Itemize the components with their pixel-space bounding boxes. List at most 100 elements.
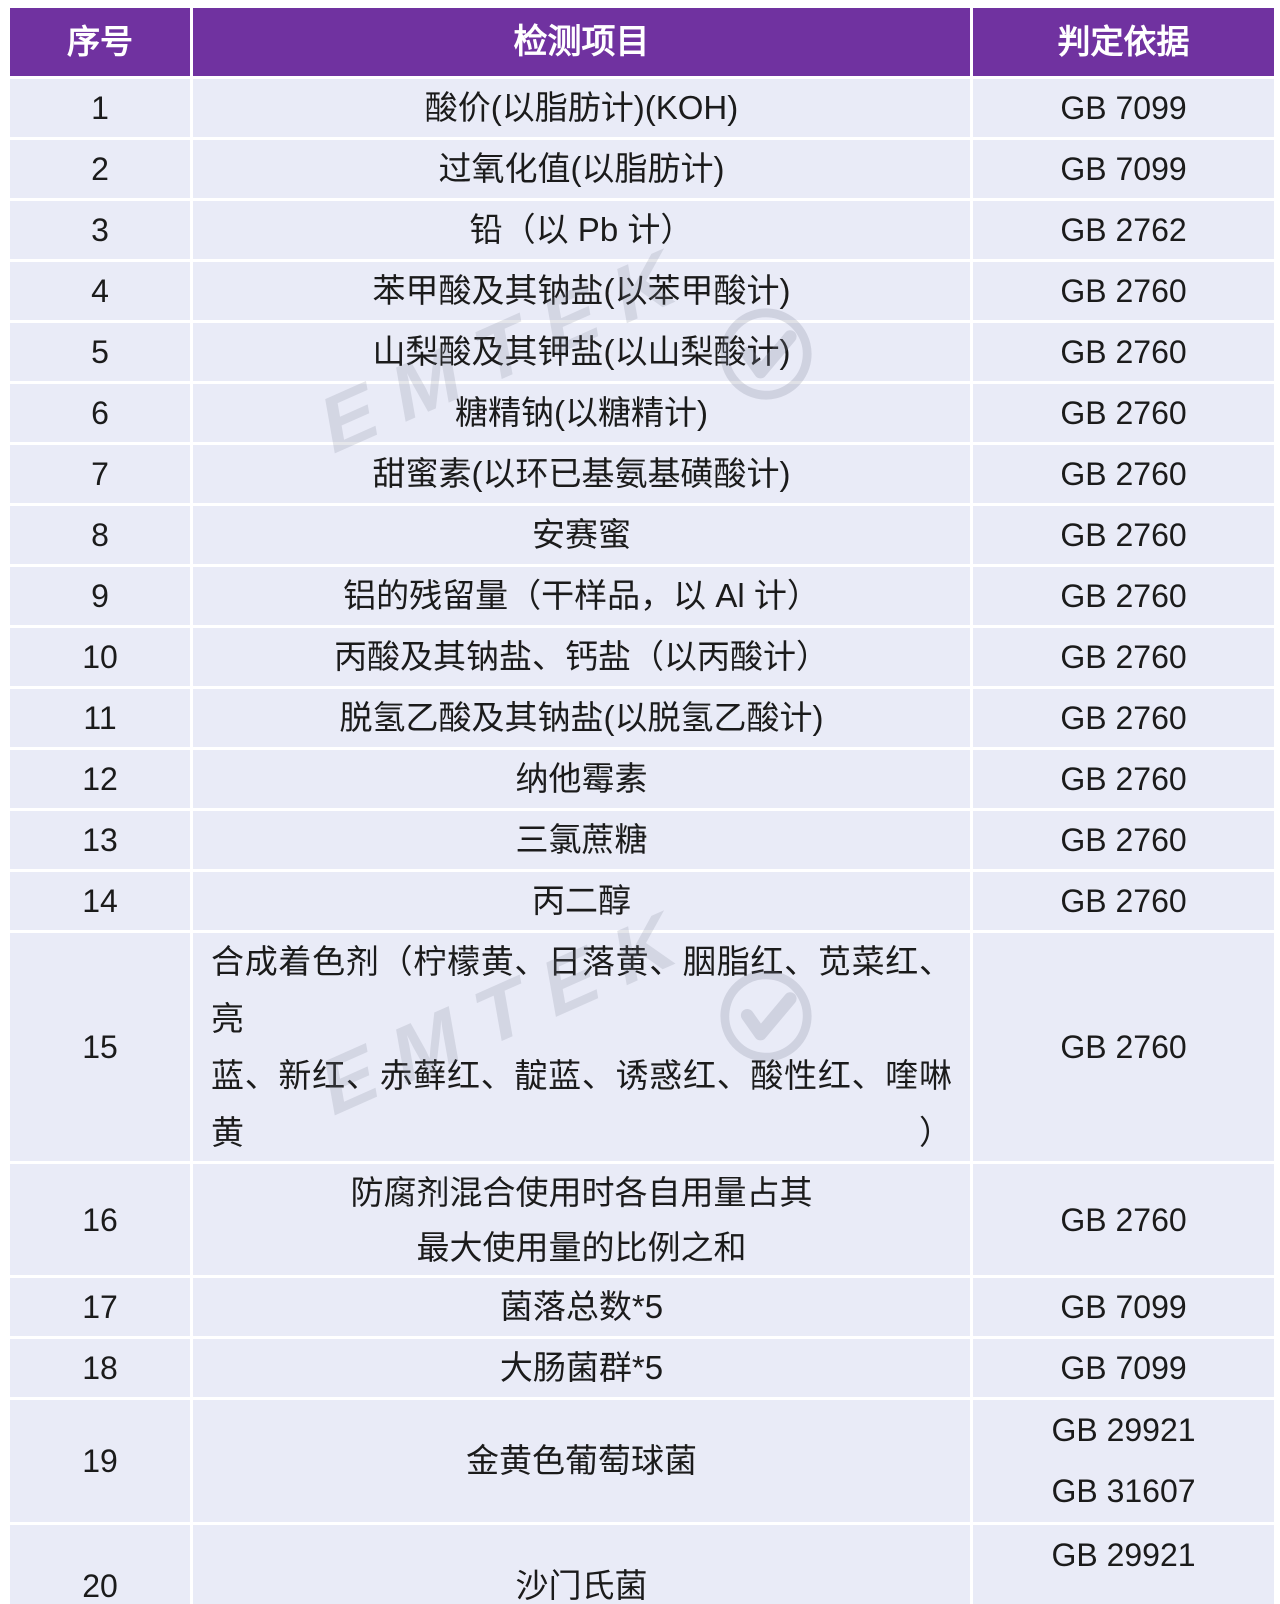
cell-item-line: 防腐剂混合使用时各自用量占其 [350, 1173, 813, 1211]
table-row: 20 沙门氏菌 GB 29921 GB 31607 [10, 1525, 1274, 1604]
cell-basis: GB 7099 [973, 1339, 1274, 1397]
cell-seq: 3 [10, 201, 190, 259]
cell-item-line: 脱氢乙酸及其钠盐(以脱氢乙酸计) [339, 699, 824, 736]
cell-item-line: 铝的残留量（干样品，以 Al 计） [343, 577, 820, 614]
cell-basis-line: GB 7099 [1060, 151, 1187, 187]
inspection-items-table: 序号 检测项目 判定依据 1 酸价(以脂肪计)(KOH) GB 7099 2 过氧化值(… [10, 8, 1274, 1604]
cell-basis-line: GB 7099 [1060, 1350, 1187, 1386]
cell-seq-line: 13 [82, 822, 118, 858]
cell-seq: 19 [10, 1400, 190, 1522]
table-row: 13 三氯蔗糖 GB 2760 [10, 811, 1274, 869]
cell-basis: GB 7099 [973, 1278, 1274, 1336]
cell-basis-line: GB 7099 [1060, 90, 1187, 126]
table-row: 15 合成着色剂（柠檬黄、日落黄、胭脂红、苋菜红、亮 蓝、新红、赤藓红、靛蓝、诱惑红… [10, 933, 1274, 1161]
header-label-item: 检测项目 [513, 23, 650, 61]
table-row: 17 菌落总数*5 GB 7099 [10, 1278, 1274, 1336]
cell-item-line: 三氯蔗糖 [515, 821, 648, 858]
cell-basis: GB 2760 [973, 445, 1274, 503]
cell-basis: GB 2760 [973, 262, 1274, 320]
table-row: 12 纳他霉素 GB 2760 [10, 750, 1274, 808]
cell-item: 山梨酸及其钾盐(以山梨酸计) [193, 323, 970, 381]
cell-basis-line: GB 2760 [1060, 273, 1187, 309]
cell-item-line: 最大使用量的比例之和 [416, 1228, 747, 1266]
cell-item-line: 过氧化值(以脂肪计) [438, 150, 725, 187]
cell-item: 糖精钠(以糖精计) [193, 384, 970, 442]
header-label-seq: 序号 [67, 23, 133, 60]
table-row: 3 铅（以 Pb 计） GB 2762 [10, 201, 1274, 259]
cell-seq: 6 [10, 384, 190, 442]
cell-seq-line: 7 [91, 456, 109, 492]
cell-basis: GB 2760 [973, 750, 1274, 808]
cell-seq: 7 [10, 445, 190, 503]
cell-seq: 13 [10, 811, 190, 869]
cell-basis: GB 29921 GB 31607 [973, 1525, 1274, 1604]
table-row: 2 过氧化值(以脂肪计) GB 7099 [10, 140, 1274, 198]
cell-seq-line: 2 [91, 151, 109, 187]
cell-seq-line: 8 [91, 517, 109, 553]
cell-seq-line: 19 [82, 1443, 118, 1479]
table-row: 1 酸价(以脂肪计)(KOH) GB 7099 [10, 79, 1274, 137]
cell-basis-line: GB 31607 [973, 1586, 1274, 1604]
cell-seq: 12 [10, 750, 190, 808]
cell-item: 脱氢乙酸及其钠盐(以脱氢乙酸计) [193, 689, 970, 747]
table-row: 5 山梨酸及其钾盐(以山梨酸计) GB 2760 [10, 323, 1274, 381]
cell-item-line: 大肠菌群*5 [499, 1349, 664, 1386]
cell-seq-line: 1 [91, 90, 109, 126]
cell-seq: 11 [10, 689, 190, 747]
cell-basis-line: GB 2760 [1060, 395, 1187, 431]
cell-basis: GB 2760 [973, 384, 1274, 442]
cell-seq: 15 [10, 933, 190, 1161]
cell-item: 过氧化值(以脂肪计) [193, 140, 970, 198]
cell-seq: 1 [10, 79, 190, 137]
cell-item-line: 铅（以 Pb 计） [469, 211, 694, 248]
cell-seq: 17 [10, 1278, 190, 1336]
cell-basis: GB 7099 [973, 140, 1274, 198]
cell-basis-line: GB 29921 [1051, 1412, 1196, 1448]
cell-seq-line: 10 [82, 639, 118, 675]
header-cell-item: 检测项目 [193, 8, 970, 76]
cell-basis-line: GB 7099 [1060, 1289, 1187, 1325]
cell-seq: 2 [10, 140, 190, 198]
cell-seq-line: 15 [82, 1029, 118, 1065]
cell-seq: 10 [10, 628, 190, 686]
cell-item: 铝的残留量（干样品，以 Al 计） [193, 567, 970, 625]
table-row: 14 丙二醇 GB 2760 [10, 872, 1274, 930]
cell-seq-line: 6 [91, 395, 109, 431]
cell-item-line: 菌落总数*5 [499, 1288, 664, 1325]
cell-item-line: 纳他霉素 [515, 760, 648, 797]
cell-basis: GB 2760 [973, 933, 1274, 1161]
cell-basis-line: GB 2760 [1060, 578, 1187, 614]
cell-seq: 16 [10, 1164, 190, 1275]
cell-item: 安赛蜜 [193, 506, 970, 564]
cell-basis: GB 2762 [973, 201, 1274, 259]
cell-item: 酸价(以脂肪计)(KOH) [193, 79, 970, 137]
cell-item: 菌落总数*5 [193, 1278, 970, 1336]
cell-basis-line: GB 2760 [1060, 761, 1187, 797]
cell-seq-line: 12 [82, 761, 118, 797]
cell-basis-line: GB 2760 [1060, 822, 1187, 858]
cell-item: 纳他霉素 [193, 750, 970, 808]
cell-item: 合成着色剂（柠檬黄、日落黄、胭脂红、苋菜红、亮 蓝、新红、赤藓红、靛蓝、诱惑红、酸… [193, 933, 970, 1161]
cell-seq-line: 9 [91, 578, 109, 614]
cell-basis-line: GB 2760 [1060, 639, 1187, 675]
table-row: 19 金黄色葡萄球菌 GB 29921 GB 31607 [10, 1400, 1274, 1522]
cell-basis-line: GB 2760 [1060, 883, 1187, 919]
cell-seq-line: 18 [82, 1350, 118, 1386]
cell-basis: GB 2760 [973, 567, 1274, 625]
cell-item: 丙酸及其钠盐、钙盐（以丙酸计） [193, 628, 970, 686]
header-label-basis: 判定依据 [1057, 23, 1190, 60]
cell-item-line: 酸价(以脂肪计)(KOH) [424, 89, 739, 126]
cell-seq-line: 14 [82, 883, 118, 919]
cell-seq: 18 [10, 1339, 190, 1397]
cell-item: 丙二醇 [193, 872, 970, 930]
cell-basis-line: GB 2760 [1060, 517, 1187, 553]
cell-basis: GB 2760 [973, 323, 1274, 381]
cell-seq: 14 [10, 872, 190, 930]
table-row: 9 铝的残留量（干样品，以 Al 计） GB 2760 [10, 567, 1274, 625]
header-cell-seq: 序号 [10, 8, 190, 76]
cell-item-line: 丙酸及其钠盐、钙盐（以丙酸计） [334, 638, 829, 675]
table-row: 7 甜蜜素(以环已基氨基磺酸计) GB 2760 [10, 445, 1274, 503]
cell-item-line: 丙二醇 [532, 882, 631, 919]
cell-seq: 20 [10, 1525, 190, 1604]
cell-basis-line: GB 2760 [1060, 700, 1187, 736]
